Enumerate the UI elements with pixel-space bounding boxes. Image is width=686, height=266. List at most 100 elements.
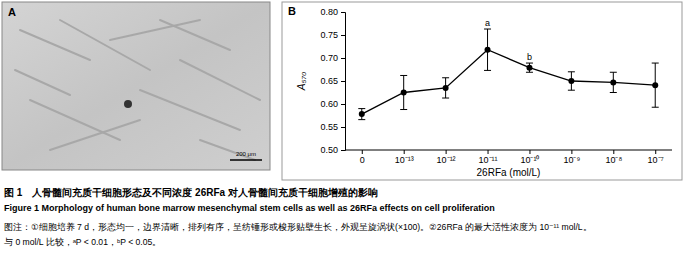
y-axis-title: A₅₇₀: [296, 72, 307, 91]
x-tick: 10⁻⁸: [605, 150, 622, 165]
data-point: [610, 79, 616, 85]
y-tick-mark: [341, 104, 345, 105]
error-bar-cap: [610, 72, 617, 73]
error-bar-cap: [484, 70, 491, 71]
error-bar: [652, 63, 659, 107]
x-tick-mark: [613, 150, 614, 154]
error-bar-cap: [652, 107, 659, 108]
x-tick: 10⁻¹⁰: [520, 150, 539, 165]
error-bar-cap: [568, 71, 575, 72]
x-tick-label: 10⁻¹¹: [479, 155, 498, 165]
error-bar-cap: [652, 63, 659, 64]
y-tick-mark: [341, 58, 345, 59]
y-tick-mark: [341, 35, 345, 36]
data-point: [401, 90, 407, 96]
x-tick-mark: [655, 150, 656, 154]
cell-texture: [180, 60, 260, 100]
y-axis: 0.50 0.55 0.60 0.65 0.70 0.75 0.80: [320, 7, 345, 155]
x-tick-label: 0: [360, 155, 365, 165]
x-tick: 10⁻⁷: [648, 150, 664, 165]
y-axis-line: [341, 13, 346, 151]
y-tick-mark: [341, 12, 345, 13]
x-tick: 10⁻¹²: [437, 150, 456, 165]
cell-texture: [160, 20, 230, 50]
significance-mark: a: [485, 18, 490, 28]
y-tick-label: 0.50: [320, 145, 338, 155]
y-tick-label: 0.80: [320, 7, 338, 17]
x-tick-mark: [404, 150, 405, 154]
x-axis: 0 10⁻¹³ 10⁻¹² 10⁻¹¹ 10⁻¹⁰ 10⁻⁹ 10⁻⁸ 10⁻⁷: [345, 150, 672, 165]
x-tick-mark: [362, 150, 363, 154]
data-point: [359, 111, 365, 117]
caption-line: 与 0 mol/L 比较，ᵃP < 0.01，ᵇP < 0.05。: [4, 237, 161, 247]
error-bar-cap: [568, 90, 575, 91]
x-tick: 0: [360, 150, 365, 165]
cell-texture: [15, 70, 70, 95]
data-line: [362, 50, 655, 114]
error-bar-cap: [442, 98, 449, 99]
y-tick-label: 0.60: [320, 99, 338, 109]
y-tick-mark: [341, 81, 345, 82]
cell-texture: [30, 100, 120, 140]
error-bar-cap: [526, 72, 533, 73]
error-bar-cap: [484, 29, 491, 30]
cell-texture: [140, 90, 240, 130]
plot-area: [358, 29, 658, 120]
y-tick-mark: [341, 127, 345, 128]
y-tick: 0.55: [320, 122, 345, 132]
x-tick-label: 10⁻¹⁰: [520, 155, 539, 165]
y-tick: 0.60: [320, 99, 345, 109]
panel-label: A: [8, 6, 16, 18]
x-tick: 10⁻¹³: [395, 150, 414, 165]
error-bar-cap: [358, 119, 365, 120]
x-tick-mark: [446, 150, 447, 154]
y-tick-label: 0.70: [320, 53, 338, 63]
x-tick-mark: [529, 150, 530, 154]
cell-texture: [110, 20, 200, 40]
error-bar: [610, 72, 617, 92]
error-bar: [568, 72, 575, 90]
x-tick-label: 10⁻⁷: [648, 155, 664, 165]
y-tick-label: 0.55: [320, 122, 338, 132]
y-tick: 0.65: [320, 76, 345, 86]
cell-texture: [124, 100, 132, 108]
micrograph: [2, 2, 270, 170]
error-bar: [358, 109, 365, 120]
x-tick: 10⁻¹¹: [479, 150, 498, 165]
cell-texture: [50, 120, 140, 150]
x-axis-title: 26RFa (mol/L): [477, 167, 541, 178]
cell-texture: [200, 140, 255, 160]
error-bar-cap: [400, 109, 407, 110]
scale-bar-label: 200 μm: [236, 151, 256, 157]
x-tick: 10⁻⁹: [563, 150, 580, 165]
caption-line: 图注：①细胞培养 7 d，形态均一，边界清晰，排列有序，呈纺锤形或梭形贴壁生长，…: [4, 222, 592, 232]
error-bar: [526, 63, 533, 72]
x-tick-label: 10⁻¹²: [437, 155, 456, 165]
y-tick-label: 0.65: [320, 76, 338, 86]
y-tick-label: 0.75: [320, 30, 338, 40]
x-tick-label: 10⁻⁹: [563, 155, 580, 165]
y-tick: 0.80: [320, 7, 345, 17]
x-axis-line: [345, 150, 672, 151]
cell-texture: [20, 30, 90, 60]
error-bar-cap: [400, 75, 407, 76]
cell-texture: [60, 20, 150, 70]
error-bar: [484, 29, 491, 70]
y-tick: 0.75: [320, 30, 345, 40]
data-point: [443, 85, 449, 91]
significance-mark: b: [527, 52, 532, 62]
error-bar-cap: [358, 108, 365, 109]
caption-line: 图 1 人骨髓间充质干细胞形态及不同浓度 26RFa 对人骨髓间充质干细胞增殖的…: [4, 187, 378, 198]
scale-bar: [230, 159, 262, 161]
x-tick-mark: [488, 150, 489, 154]
x-tick-label: 10⁻⁸: [605, 155, 622, 165]
data-point: [526, 65, 532, 71]
panel-b: B0.500.550.600.650.700.750.80010⁻¹³10⁻¹²…: [282, 2, 682, 180]
error-bar-cap: [526, 63, 533, 64]
data-point: [568, 78, 574, 84]
data-point: [652, 82, 658, 88]
x-tick-label: 10⁻¹³: [395, 155, 414, 165]
error-bar-cap: [610, 92, 617, 93]
panel-a: A 200 μm: [2, 2, 270, 170]
y-tick-mark: [341, 150, 345, 151]
